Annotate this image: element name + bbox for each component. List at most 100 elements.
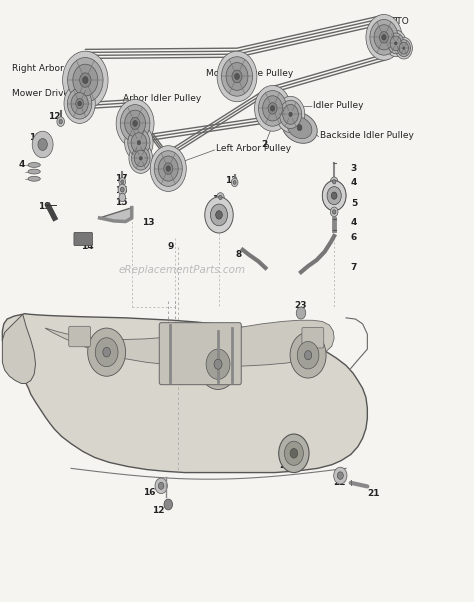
Text: 8: 8 (236, 250, 242, 259)
Circle shape (164, 163, 173, 175)
Circle shape (330, 177, 338, 187)
Text: 23: 23 (294, 301, 306, 309)
Text: PTO: PTO (391, 17, 409, 25)
Text: Right Arbor Pulley: Right Arbor Pulley (12, 64, 94, 72)
Circle shape (206, 349, 230, 379)
Text: 18: 18 (29, 134, 42, 142)
Circle shape (219, 195, 222, 200)
Circle shape (154, 150, 182, 187)
Circle shape (337, 472, 343, 479)
Text: 4: 4 (18, 161, 25, 169)
Circle shape (370, 19, 398, 55)
FancyBboxPatch shape (69, 326, 91, 347)
Circle shape (331, 192, 337, 199)
Circle shape (129, 143, 153, 173)
Circle shape (133, 120, 137, 126)
Circle shape (67, 88, 92, 119)
Circle shape (131, 132, 147, 152)
Circle shape (403, 47, 405, 49)
Circle shape (374, 25, 394, 50)
Circle shape (221, 57, 253, 96)
Circle shape (263, 96, 283, 121)
Circle shape (297, 125, 302, 131)
Circle shape (290, 332, 326, 378)
Text: 17: 17 (115, 175, 127, 183)
Text: 16: 16 (143, 488, 155, 497)
Circle shape (76, 99, 83, 108)
Circle shape (158, 482, 164, 489)
Text: 12: 12 (152, 506, 164, 515)
Text: Mower Drive Pulley: Mower Drive Pulley (206, 69, 293, 78)
Circle shape (379, 31, 388, 43)
Circle shape (322, 181, 346, 211)
Polygon shape (2, 314, 367, 473)
Circle shape (73, 64, 98, 96)
Text: 4: 4 (351, 219, 357, 227)
Circle shape (399, 42, 409, 54)
Circle shape (276, 96, 305, 132)
Circle shape (233, 181, 236, 184)
Text: 15: 15 (115, 199, 127, 207)
Circle shape (59, 119, 63, 124)
Circle shape (125, 125, 153, 161)
Circle shape (103, 347, 110, 357)
Text: 14: 14 (82, 243, 94, 251)
Text: 1: 1 (155, 167, 162, 175)
Circle shape (395, 37, 412, 59)
Circle shape (137, 140, 141, 145)
Text: 9: 9 (167, 243, 174, 251)
Circle shape (198, 339, 238, 389)
Circle shape (296, 307, 306, 319)
Circle shape (258, 90, 287, 126)
Circle shape (128, 129, 150, 157)
Circle shape (397, 40, 410, 57)
Circle shape (322, 181, 346, 211)
Text: eReplacementParts.com: eReplacementParts.com (119, 265, 246, 275)
Text: 7: 7 (351, 264, 357, 272)
Text: 20: 20 (279, 462, 292, 470)
Circle shape (304, 350, 312, 360)
Circle shape (57, 117, 64, 126)
Circle shape (131, 147, 150, 170)
Circle shape (82, 76, 88, 84)
Circle shape (125, 110, 146, 137)
Circle shape (394, 42, 397, 45)
Circle shape (390, 36, 401, 51)
Circle shape (150, 146, 186, 191)
Circle shape (134, 150, 147, 167)
Circle shape (332, 209, 336, 214)
Circle shape (385, 30, 406, 57)
Text: 12: 12 (48, 112, 61, 120)
Text: 19: 19 (38, 202, 50, 211)
Circle shape (279, 434, 309, 473)
Circle shape (216, 211, 222, 219)
Text: 11: 11 (212, 196, 225, 204)
Circle shape (130, 117, 140, 129)
Polygon shape (100, 208, 132, 222)
Circle shape (120, 187, 124, 192)
Polygon shape (45, 320, 334, 367)
Circle shape (214, 359, 222, 369)
Text: 22: 22 (334, 479, 346, 487)
Circle shape (280, 101, 301, 128)
Circle shape (158, 156, 178, 181)
Text: Idler Pulley: Idler Pulley (313, 101, 364, 110)
Text: Mower Drive Pulley: Mower Drive Pulley (12, 89, 99, 98)
FancyBboxPatch shape (74, 232, 92, 246)
Circle shape (334, 467, 347, 484)
Circle shape (116, 99, 154, 147)
Text: 3: 3 (351, 164, 357, 173)
Circle shape (231, 178, 238, 187)
Circle shape (217, 51, 257, 102)
Ellipse shape (287, 117, 312, 138)
Circle shape (366, 14, 402, 60)
Text: Arbor Idler Pulley: Arbor Idler Pulley (123, 95, 201, 103)
Text: 6: 6 (351, 234, 357, 242)
Circle shape (95, 338, 118, 367)
Text: Backside Idler Pulley: Backside Idler Pulley (320, 131, 414, 140)
Text: 10: 10 (210, 214, 222, 222)
Circle shape (32, 131, 53, 158)
Circle shape (71, 93, 88, 114)
Circle shape (155, 478, 167, 494)
Circle shape (38, 138, 47, 150)
